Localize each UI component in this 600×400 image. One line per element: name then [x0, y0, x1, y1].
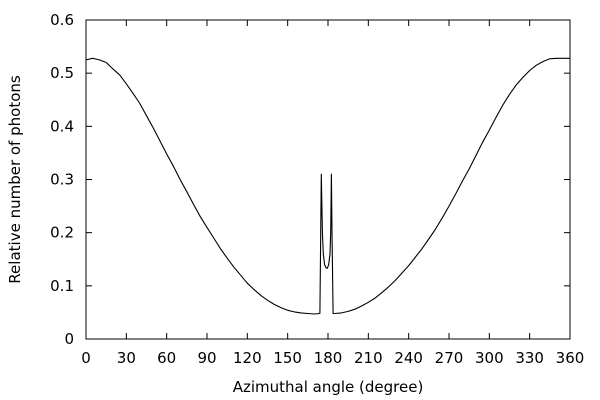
y-axis-label: Relative number of photons [6, 75, 24, 284]
y-axis: 0 0.1 0.2 0.3 0.4 0.5 0.6 [50, 11, 570, 348]
y-tick-label: 0.4 [50, 117, 74, 135]
x-tick-label: 210 [354, 349, 383, 367]
y-tick-label: 0.3 [50, 171, 74, 189]
x-tick-label: 90 [197, 349, 216, 367]
x-tick-label: 30 [117, 349, 136, 367]
x-tick-label: 60 [157, 349, 176, 367]
x-tick-label: 300 [475, 349, 504, 367]
plot-frame [85, 19, 571, 340]
x-tick-label: 120 [233, 349, 262, 367]
x-tick-label: 0 [81, 349, 91, 367]
y-tick-label: 0.6 [50, 11, 74, 29]
x-tick-label: 360 [556, 349, 585, 367]
y-tick-label: 0 [64, 330, 74, 348]
series-line [85, 57, 570, 315]
y-tick-label: 0.1 [50, 277, 74, 295]
x-axis-label: Azimuthal angle (degree) [233, 378, 424, 396]
x-axis: 0 30 60 90 120 150 180 210 240 270 300 330 360 [81, 20, 584, 367]
y-tick-label: 0.5 [50, 64, 74, 82]
y-tick-label: 0.2 [50, 224, 74, 242]
x-tick-label: 240 [394, 349, 423, 367]
x-tick-label: 330 [515, 349, 544, 367]
x-tick-label: 270 [435, 349, 464, 367]
plot-area: 0 30 60 90 120 150 180 210 240 270 300 330 360 00.10… [50, 11, 584, 367]
x-tick-label: 180 [314, 349, 343, 367]
x-tick-label: 150 [273, 349, 302, 367]
